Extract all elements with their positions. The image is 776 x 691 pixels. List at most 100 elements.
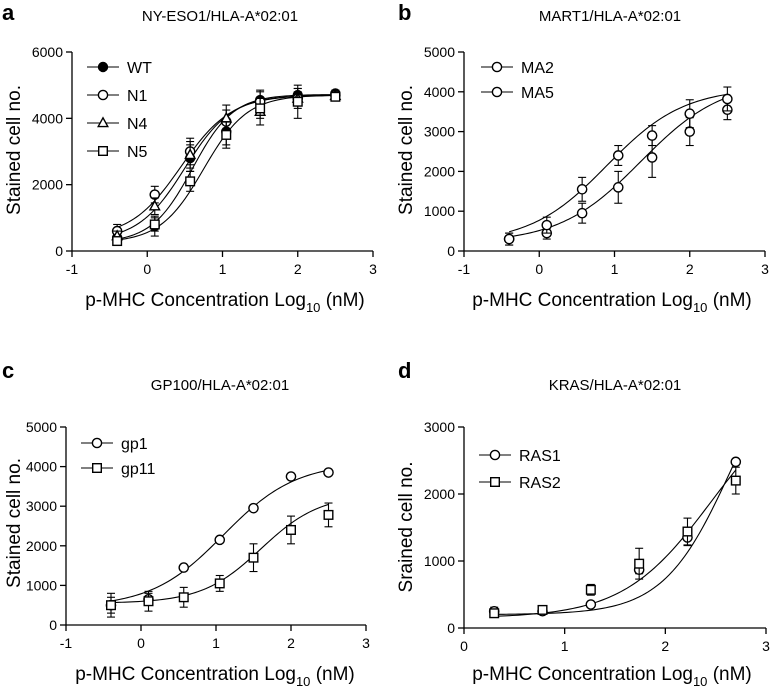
data-point-gp1: [178, 562, 190, 573]
legend-label: WT: [127, 60, 152, 77]
x-axis-label: p-MHC Concentration Log10 (nM): [472, 290, 752, 315]
chart-title: GP100/HLA-A*02:01: [151, 377, 289, 394]
x-tick-label: 2: [287, 635, 295, 651]
legend-label: MA2: [521, 60, 554, 77]
x-axis-label-main: p-MHC Concentration Log: [75, 664, 296, 685]
data-point-ras2: [634, 558, 645, 569]
x-tick-label: 3: [369, 261, 377, 277]
y-tick-label: 0: [447, 243, 455, 259]
chart-title: MART1/HLA-A*02:01: [539, 8, 681, 25]
panel-c: c GP100/HLA-A*02:01 0 1000 2000 3000 4000 500…: [2, 358, 370, 689]
x-tick-label: 0: [460, 638, 468, 654]
data-point-n5: [185, 176, 196, 187]
y-tick-label: 5000: [26, 419, 57, 435]
data-point-gp11: [178, 592, 189, 603]
legend-label: N5: [127, 144, 148, 161]
x-axis-label-subscript: 10: [693, 300, 707, 315]
panel-letter: b: [398, 0, 411, 25]
data-point-ma5: [646, 130, 658, 141]
x-tick-label: 3: [362, 635, 370, 651]
y-tick-label: 4000: [26, 459, 57, 475]
plot-area: 0 1000 2000 3000 0 1 2 3 RAS1 RAS2: [424, 419, 770, 654]
y-tick-label: 2000: [26, 538, 57, 554]
data-point-gp1: [214, 534, 226, 546]
data-point-n5: [292, 96, 303, 107]
data-point-ras1: [585, 599, 597, 610]
legend-marker-ras2: [490, 477, 501, 488]
legend-marker-ma2: [491, 61, 503, 73]
data-point-ma2: [684, 126, 696, 137]
data-point-n4: [184, 148, 197, 160]
x-axis-label-subscript: 10: [693, 674, 707, 689]
legend-marker-ras1: [489, 449, 501, 461]
data-point-gp11: [214, 578, 225, 589]
legend-marker-gp11: [91, 463, 102, 474]
x-axis-label-subscript: 10: [296, 674, 310, 689]
x-tick-label: -1: [458, 261, 471, 277]
legend-marker-wt: [97, 61, 109, 73]
data-point-n5: [149, 219, 160, 230]
y-tick-label: 1000: [424, 553, 455, 569]
x-tick-label: 0: [137, 635, 145, 651]
data-point-gp1: [323, 467, 334, 478]
y-axis-label: Stained cell no.: [4, 458, 25, 588]
data-point-ras2: [585, 584, 596, 595]
chart-title: NY-ESO1/HLA-A*02:01: [142, 8, 298, 25]
data-point-ma2: [612, 182, 624, 193]
y-axis-label: Stained cell no.: [4, 85, 25, 215]
legend-label: N4: [127, 116, 148, 133]
y-tick-label: 2000: [424, 486, 455, 502]
legend-label: N1: [127, 88, 148, 105]
legend-label: RAS1: [519, 448, 561, 465]
data-point-n5: [330, 91, 341, 102]
x-axis-label-unit: (nM): [310, 664, 354, 685]
data-point-gp1: [285, 471, 297, 482]
data-point-ma5: [612, 150, 624, 161]
data-point-gp1: [248, 502, 259, 514]
panel-b: b MART1/HLA-A*02:01 0 1000 2000 3000 4000 500…: [396, 0, 769, 315]
data-point-ma5: [722, 93, 733, 105]
data-point-ma5: [576, 184, 588, 195]
y-axis-label: Stained cell no.: [396, 85, 417, 215]
x-axis-label-unit: (nM): [707, 664, 751, 685]
x-axis-label-unit: (nM): [707, 290, 751, 311]
data-point-gp11: [286, 524, 297, 535]
x-tick-label: 2: [686, 261, 694, 277]
legend-label: gp11: [121, 461, 156, 478]
data-point-n5: [221, 129, 232, 140]
legend-label: MA5: [521, 85, 554, 102]
fit-curve-ras2: [494, 469, 737, 617]
x-tick-label: -1: [66, 261, 79, 277]
legend-label: RAS2: [519, 475, 561, 492]
x-tick-label: 0: [143, 261, 151, 277]
y-tick-label: 4000: [32, 110, 63, 126]
y-axis-label: Srained cell no.: [396, 462, 417, 593]
y-tick-label: 3000: [26, 498, 57, 514]
y-tick-label: 0: [55, 243, 63, 259]
legend-marker-n4: [97, 116, 109, 128]
data-point-n5: [255, 103, 266, 114]
data-point-ras2: [537, 604, 548, 615]
legend-marker-ma5: [491, 86, 503, 98]
data-point-ma2: [576, 207, 588, 219]
y-tick-label: 4000: [424, 84, 455, 100]
x-tick-label: 2: [661, 638, 669, 654]
panel-d: d KRAS/HLA-A*02:01 0 1000 2000 3000 0 1 2 3 RAS1…: [396, 358, 770, 689]
data-point-n5: [112, 236, 123, 247]
y-tick-label: 5000: [424, 44, 455, 60]
x-tick-label: 1: [212, 635, 220, 651]
data-point-ma5: [503, 233, 515, 245]
data-point-gp11: [248, 552, 259, 563]
legend-marker-gp1: [91, 437, 103, 449]
y-tick-label: 0: [447, 620, 455, 636]
x-axis-label-main: p-MHC Concentration Log: [472, 664, 693, 685]
data-point-gp11: [105, 600, 116, 611]
x-tick-label: 1: [219, 261, 227, 277]
panel-letter: a: [2, 0, 15, 25]
data-point-ma2: [646, 152, 658, 163]
x-tick-label: -1: [60, 635, 73, 651]
